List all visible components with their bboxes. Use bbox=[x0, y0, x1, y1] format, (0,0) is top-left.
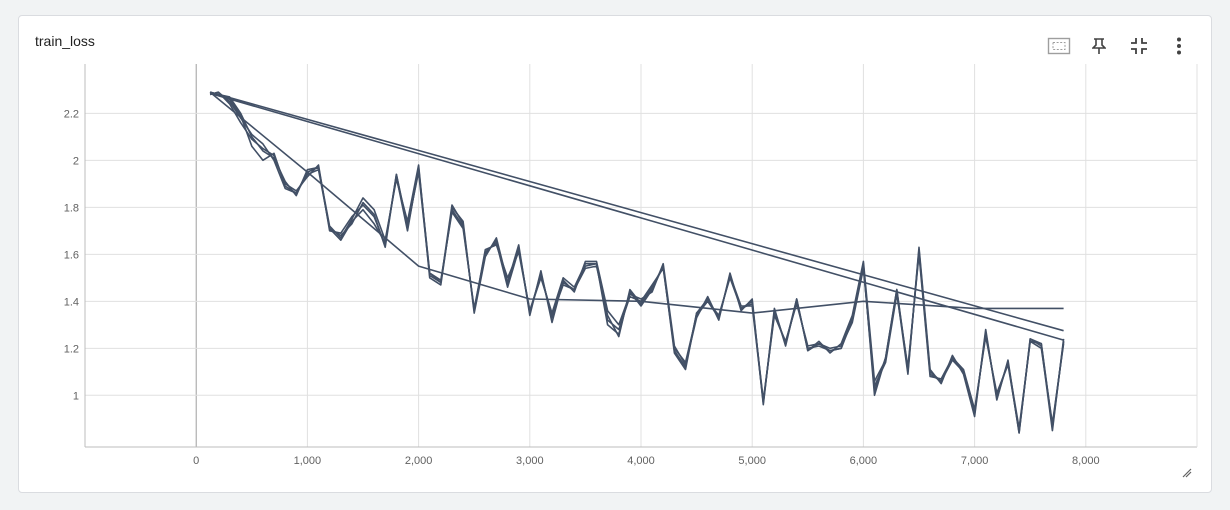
x-axis-ticks: 0 1,000 2,000 3,000 4,000 5,000 6,000 7,000 8,00… bbox=[193, 455, 1099, 467]
more-vert-icon bbox=[1177, 37, 1181, 55]
series-line[interactable] bbox=[209, 91, 1065, 434]
collapse-icon bbox=[1131, 38, 1147, 54]
pin-icon bbox=[1092, 38, 1106, 54]
x-tick-label: 3,000 bbox=[516, 455, 544, 467]
line-chart[interactable]: 1 1.2 1.4 1.6 1.8 2 2.2 0 1,000 2,000 3,000 4,000 5… bbox=[19, 16, 1213, 494]
collapse-button[interactable] bbox=[1119, 26, 1159, 66]
series-line[interactable] bbox=[209, 91, 1064, 332]
y-axis-ticks: 1 1.2 1.4 1.6 1.8 2 2.2 bbox=[64, 108, 79, 402]
card-toolbar bbox=[1039, 26, 1199, 66]
grid-lines bbox=[84, 64, 1198, 448]
series-line[interactable] bbox=[209, 91, 1064, 314]
x-tick-label: 8,000 bbox=[1072, 455, 1100, 467]
series-line[interactable] bbox=[209, 91, 1065, 434]
x-tick-label: 6,000 bbox=[850, 455, 878, 467]
y-tick-label: 2 bbox=[73, 155, 79, 167]
chart-card: train_loss 1 1.2 1 bbox=[18, 15, 1212, 493]
x-tick-label: 2,000 bbox=[405, 455, 433, 467]
y-tick-label: 1.4 bbox=[64, 296, 79, 308]
x-tick-label: 7,000 bbox=[961, 455, 989, 467]
fit-domain-icon bbox=[1047, 37, 1071, 55]
more-options-button[interactable] bbox=[1159, 26, 1199, 66]
fit-domain-button[interactable] bbox=[1039, 26, 1079, 66]
series-lines bbox=[209, 91, 1065, 434]
y-tick-label: 1.2 bbox=[64, 343, 79, 355]
series-line[interactable] bbox=[209, 91, 1065, 430]
y-tick-label: 1.8 bbox=[64, 202, 79, 214]
y-tick-label: 2.2 bbox=[64, 108, 79, 120]
x-tick-label: 0 bbox=[193, 455, 199, 467]
pin-button[interactable] bbox=[1079, 26, 1119, 66]
x-tick-label: 4,000 bbox=[627, 455, 655, 467]
series-line[interactable] bbox=[209, 92, 1064, 341]
y-tick-label: 1 bbox=[73, 390, 79, 402]
series-line[interactable] bbox=[209, 91, 1065, 432]
card-title: train_loss bbox=[35, 33, 95, 49]
x-tick-label: 5,000 bbox=[738, 455, 766, 467]
x-tick-label: 1,000 bbox=[294, 455, 322, 467]
resize-handle-icon[interactable] bbox=[1182, 468, 1192, 478]
y-tick-label: 1.6 bbox=[64, 249, 79, 261]
